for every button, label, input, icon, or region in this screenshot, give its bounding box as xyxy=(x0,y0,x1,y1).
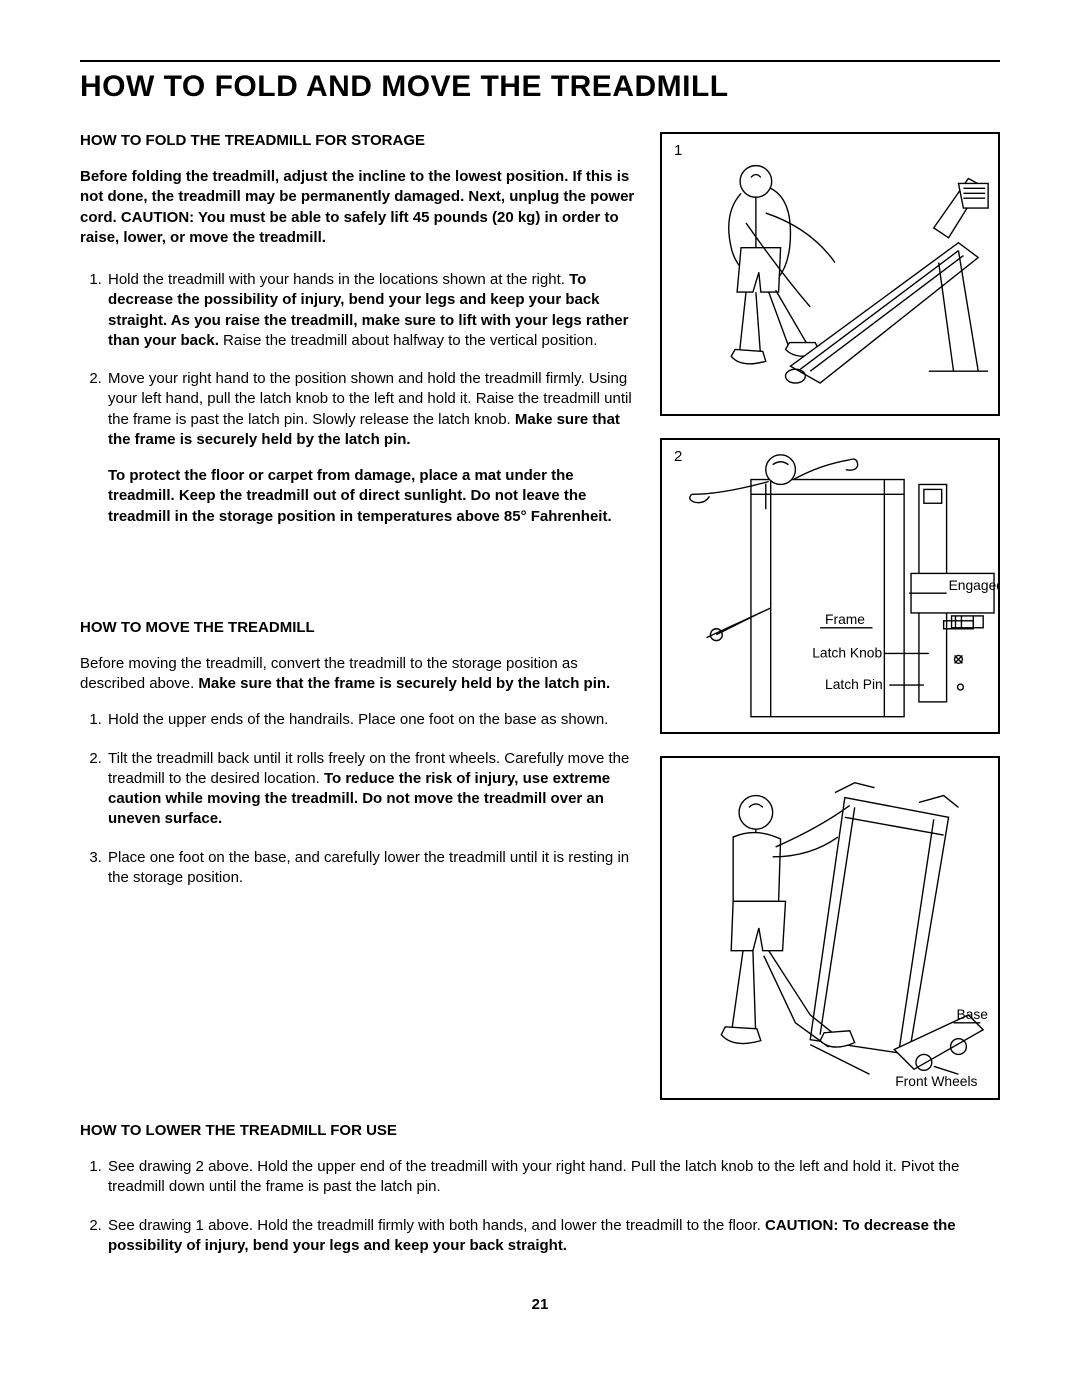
figure-2-number: 2 xyxy=(674,448,682,465)
top-rule xyxy=(80,60,1000,62)
figure-3: Base Front Wheels xyxy=(660,756,1000,1100)
page-title: HOW TO FOLD AND MOVE THE TREADMILL xyxy=(80,70,1000,104)
section1-heading: HOW TO FOLD THE TREADMILL FOR STORAGE xyxy=(80,132,638,149)
list-item: Tilt the treadmill back until it rolls f… xyxy=(106,749,638,830)
section2-list: Hold the upper ends of the handrails. Pl… xyxy=(80,710,638,888)
figure-2: 2 xyxy=(660,438,1000,734)
list-item: See drawing 1 above. Hold the treadmill … xyxy=(106,1216,1000,1257)
label-latch-pin: Latch Pin xyxy=(825,676,883,692)
list-item: Hold the treadmill with your hands in th… xyxy=(106,270,638,351)
label-base: Base xyxy=(956,1006,988,1022)
section1-list: Hold the treadmill with your hands in th… xyxy=(80,270,638,527)
section2-heading: HOW TO MOVE THE TREADMILL xyxy=(80,619,638,636)
list-item: Place one foot on the base, and carefull… xyxy=(106,848,638,889)
step-text: Raise the treadmill about halfway to the… xyxy=(219,332,598,349)
intro-bold: Make sure that the frame is securely hel… xyxy=(198,675,610,692)
step-text: See drawing 1 above. Hold the treadmill … xyxy=(108,1217,765,1234)
section3-heading: HOW TO LOWER THE TREADMILL FOR USE xyxy=(80,1122,1000,1139)
section2-intro: Before moving the treadmill, convert the… xyxy=(80,654,638,695)
label-engaged: Engaged xyxy=(949,577,998,593)
figure-2-illustration: Engaged Frame Latch Knob Latch Pin xyxy=(662,440,998,729)
page-number: 21 xyxy=(80,1296,1000,1313)
figure-1-number: 1 xyxy=(674,142,682,159)
section3-list: See drawing 2 above. Hold the upper end … xyxy=(80,1157,1000,1256)
figure-1-illustration xyxy=(662,134,998,411)
step-text: Hold the treadmill with your hands in th… xyxy=(108,271,569,288)
step-extra-bold: To protect the floor or carpet from dama… xyxy=(108,466,638,527)
label-frame: Frame xyxy=(825,611,865,627)
label-latch-knob: Latch Knob xyxy=(812,644,882,660)
figure-3-illustration: Base Front Wheels xyxy=(662,758,998,1094)
list-item: Move your right hand to the position sho… xyxy=(106,369,638,527)
section1-intro: Before folding the treadmill, adjust the… xyxy=(80,167,638,248)
list-item: See drawing 2 above. Hold the upper end … xyxy=(106,1157,1000,1198)
label-front-wheels: Front Wheels xyxy=(895,1073,977,1089)
figure-1: 1 xyxy=(660,132,1000,416)
list-item: Hold the upper ends of the handrails. Pl… xyxy=(106,710,638,730)
